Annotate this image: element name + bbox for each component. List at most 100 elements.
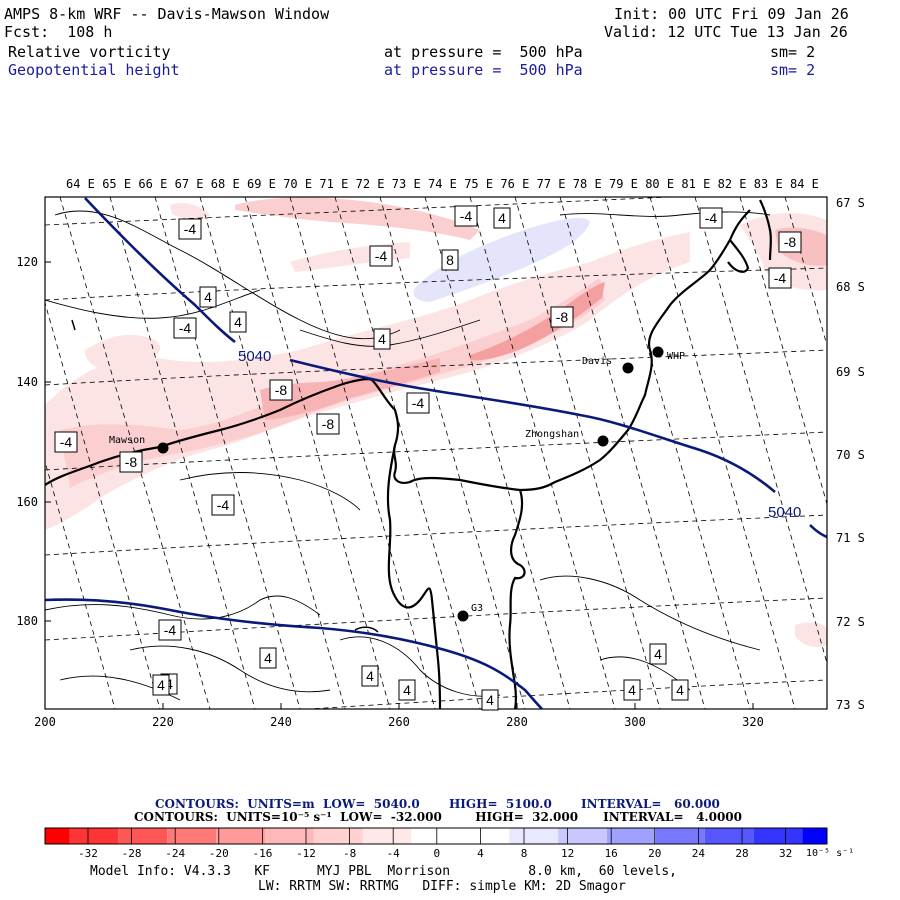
vorticity-label-box: [259, 647, 277, 669]
station-label: WHP: [667, 351, 685, 362]
field1-smoothing: sm= 2: [770, 43, 816, 61]
vorticity-label: 4: [486, 692, 494, 708]
vorticity-label-box: [493, 207, 511, 229]
x-tick-label: 320: [742, 715, 764, 729]
longitude-label: 83 E: [754, 177, 783, 191]
vorticity-label-box: [441, 249, 459, 271]
color-scale-label: -28: [122, 847, 142, 860]
vorticity-label: -4: [375, 248, 388, 264]
color-scale-label: 24: [692, 847, 706, 860]
station-marker: [597, 435, 609, 447]
color-scale-swatch: [167, 828, 217, 844]
map-title: AMPS 8-km WRF -- Davis-Mawson Window: [4, 5, 330, 23]
vorticity-label-box: [481, 689, 499, 711]
vorticity-label-box: [316, 413, 340, 435]
color-scale-label: 32: [779, 847, 792, 860]
longitude-label: 67 E: [175, 177, 204, 191]
color-scale-swatch: [411, 828, 461, 844]
vorticity-label: 4: [234, 314, 242, 330]
vorticity-label-box: [269, 379, 293, 401]
vorticity-label-box: [406, 392, 430, 414]
vorticity-label: -4: [184, 221, 197, 237]
vorticity-label-box: [173, 317, 197, 339]
coastline: [45, 199, 772, 709]
vorticity-label: -4: [705, 210, 718, 226]
latitude-label: 68 S: [836, 280, 865, 294]
vorticity-label: 4: [204, 289, 212, 305]
longitude-labels: 64 E 65 E 66 E 67 E 68 E 69 E 70 E 71 E 72 E 73 E…: [66, 177, 819, 191]
vorticity-label: -4: [60, 434, 73, 450]
longitude-label: 75 E: [464, 177, 493, 191]
vorticity-label: -8: [275, 382, 288, 398]
color-scale-swatch: [118, 828, 168, 844]
longitude-label: 65 E: [102, 177, 131, 191]
color-scale-swatch: [753, 828, 803, 844]
color-scale-label: 20: [648, 847, 661, 860]
height-contour-info: CONTOURS: UNITS=m LOW= 5040.0 HIGH= 5100…: [155, 797, 720, 811]
init-time: Init: 00 UTC Fri 09 Jan 26: [614, 5, 849, 23]
x-tick-label: 280: [506, 715, 528, 729]
color-scale-swatch: [607, 828, 656, 844]
color-scale-label: -16: [252, 847, 272, 860]
color-scale-swatch: [704, 828, 754, 844]
longitude-label: 73 E: [392, 177, 421, 191]
latitude-label: 71 S: [836, 531, 865, 545]
geopotential-height-contours: [45, 197, 827, 709]
longitude-label: 71 E: [319, 177, 348, 191]
longitude-label: 70 E: [283, 177, 312, 191]
longitude-label: 81 E: [681, 177, 710, 191]
longitude-label: 78 E: [573, 177, 602, 191]
y-tick-label: 160: [16, 495, 38, 509]
x-tick-label: 200: [34, 715, 56, 729]
vorticity-label: 4: [628, 682, 636, 698]
x-tick-label: 220: [152, 715, 174, 729]
map-plot-area: [45, 197, 827, 709]
field2-smoothing: sm= 2: [770, 61, 816, 79]
color-scale-swatch: [216, 828, 265, 844]
color-scale-label: 0: [433, 847, 440, 860]
color-scale-label: -32: [78, 847, 98, 860]
vorticity-label-box: [369, 245, 393, 267]
y-tick-label: 120: [16, 255, 38, 269]
longitude-label: 74 E: [428, 177, 457, 191]
vorticity-label: 4: [654, 646, 662, 662]
color-scale-label: 16: [605, 847, 618, 860]
station-label: G3: [471, 603, 483, 614]
color-scale: [44, 827, 828, 845]
vorticity-label: 4: [366, 668, 374, 684]
field2-name: Geopotential height: [8, 61, 180, 79]
color-scale-swatch: [802, 828, 827, 844]
station-marker: [457, 610, 469, 622]
vorticity-shading: [45, 197, 827, 647]
vorticity-label: -8: [556, 309, 569, 325]
color-scale-unit: 10⁻⁵ s⁻¹: [806, 848, 854, 859]
latitude-label: 70 S: [836, 448, 865, 462]
longitude-label: 76 E: [500, 177, 529, 191]
model-info: Model Info: V4.3.3 KF MYJ PBL Morrison 8…: [90, 864, 677, 879]
x-tick-label: 240: [270, 715, 292, 729]
vorticity-label: -8: [322, 416, 335, 432]
vorticity-label: 8: [446, 252, 454, 268]
vorticity-label-box: [454, 205, 478, 227]
vorticity-label-box: [119, 451, 143, 473]
y-tick-labels: 120 140 160 180: [16, 255, 51, 628]
latitude-label: 67 S: [836, 196, 865, 210]
physics-info: LW: RRTM SW: RRTMG DIFF: simple KM: 2D S…: [258, 879, 626, 894]
color-scale-label: 8: [521, 847, 528, 860]
vorticity-label: -8: [125, 454, 138, 470]
longitude-label: 79 E: [609, 177, 638, 191]
valid-time: Valid: 12 UTC Tue 13 Jan 26: [604, 23, 848, 41]
x-tick-label: 300: [624, 715, 646, 729]
latitude-label: 69 S: [836, 365, 865, 379]
vorticity-label-box: [229, 311, 247, 333]
station-marker: [622, 362, 634, 374]
longitude-label: 72 E: [356, 177, 385, 191]
vorticity-contours: [45, 210, 771, 701]
longitude-label: 66 E: [138, 177, 167, 191]
station-label: Davis: [582, 356, 612, 367]
x-tick-label: 260: [388, 715, 410, 729]
vorticity-label: -4: [179, 320, 192, 336]
vorticity-label: -4: [774, 270, 787, 286]
vorticity-label: 4: [498, 210, 506, 226]
